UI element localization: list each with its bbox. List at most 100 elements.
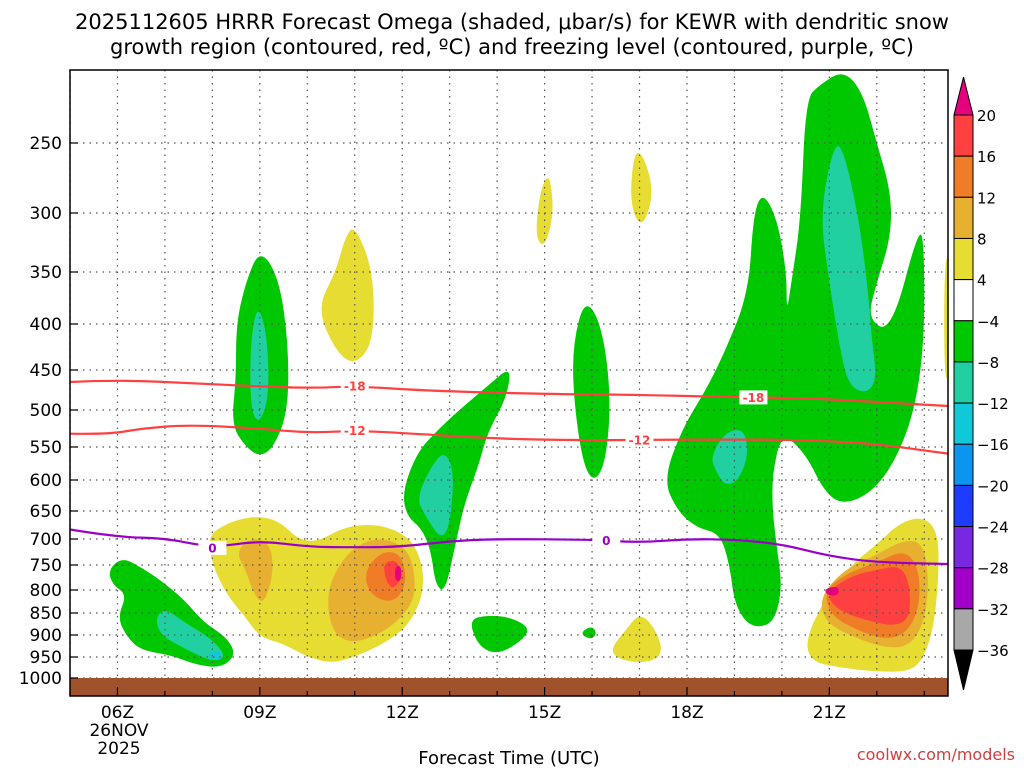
colorbar-swatch-2 — [953, 196, 974, 239]
y-tick-label-800: 800 — [30, 581, 62, 601]
omega-region-15 — [582, 627, 596, 639]
omega-region-20 — [667, 74, 925, 627]
colorbar-legend: 20 16 12 8 4 −4 −8 −12 −16 −20 −24 −28 −32 −36 — [953, 76, 1009, 691]
contour-label-bg-2 — [340, 423, 369, 438]
chart-title-line-1: 2025112605 HRRR Forecast Omega (shaded, … — [75, 10, 949, 34]
omega-region-3 — [403, 371, 510, 590]
y-tick-label-1000: 1000 — [19, 669, 62, 689]
contour-line-0 — [70, 379, 948, 408]
contour-label-4: 0 — [208, 541, 216, 555]
x-tick-label-18: 18Z — [670, 703, 703, 723]
colorbar-swatch-12 — [953, 608, 974, 651]
colorbar-swatch-4 — [953, 279, 974, 322]
plot-gridlines — [69, 70, 948, 696]
y-tick-label-400: 400 — [30, 315, 62, 335]
x-axis-label: Forecast Time (UTC) — [418, 748, 599, 768]
colorbar-swatch-5 — [953, 320, 974, 363]
x-tick-label-9: 09Z — [243, 703, 276, 723]
chart-title-line-2: growth region (contoured, red, ºC) and f… — [110, 35, 914, 59]
omega-region-14 — [471, 615, 528, 653]
x-axis-ticks: 06Z 09Z 12Z 15Z 18Z 21Z — [69, 687, 925, 723]
omega-region-10 — [395, 566, 402, 581]
date-label-day: 26NOV — [89, 721, 148, 741]
colorbar-swatch-7 — [953, 402, 974, 445]
colorbar-swatch-6 — [953, 361, 974, 404]
y-tick-label-950: 950 — [30, 648, 62, 668]
surface-terrain-band — [70, 678, 948, 696]
omega-shaded-regions — [109, 74, 948, 672]
y-tick-label-850: 850 — [30, 604, 62, 624]
colorbar-swatch-1 — [953, 155, 974, 198]
contour-label-1: -18 — [743, 391, 765, 405]
colorbar-label-6: −8 — [977, 354, 999, 372]
omega-region-2 — [321, 229, 374, 362]
credit-text: coolwx.com/models — [857, 745, 1015, 764]
colorbar-swatch-9 — [953, 484, 974, 528]
y-tick-label-750: 750 — [30, 556, 62, 576]
colorbar-swatch-11 — [953, 567, 974, 610]
colorbar-label-4: 4 — [977, 272, 987, 290]
x-tick-label-12: 12Z — [386, 703, 419, 723]
omega-region-21 — [712, 430, 748, 484]
y-tick-label-700: 700 — [30, 530, 62, 550]
colorbar-swatch-8 — [953, 443, 974, 486]
omega-region-19 — [573, 306, 610, 478]
date-label-year: 2025 — [97, 739, 140, 759]
colorbar-swatch-3 — [953, 237, 974, 281]
colorbar-label-1: 16 — [977, 148, 996, 166]
colorbar-label-5: −4 — [977, 313, 999, 331]
colorbar-label-9: −20 — [977, 477, 1009, 495]
contour-label-2: -12 — [344, 424, 366, 438]
colorbar-swatch-0 — [953, 114, 974, 157]
omega-region-28 — [944, 258, 948, 379]
y-tick-label-550: 550 — [30, 438, 62, 458]
omega-region-27 — [825, 587, 839, 596]
omega-region-1 — [250, 311, 269, 420]
colorbar-swatch-10 — [953, 526, 974, 569]
colorbar-label-0: 20 — [977, 107, 996, 125]
omega-region-16 — [536, 178, 553, 244]
y-tick-label-500: 500 — [30, 401, 62, 421]
y-tick-label-650: 650 — [30, 502, 62, 522]
temperature-contours: -18 -18 -12 -12 0 0 — [70, 379, 948, 566]
omega-region-4 — [419, 455, 453, 536]
omega-region-13 — [208, 651, 221, 660]
omega-region-22 — [822, 146, 876, 392]
y-axis-ticks: 2503003504004505005506006507007508008509… — [19, 134, 78, 689]
contour-label-5: 0 — [602, 534, 610, 548]
contour-label-3: -12 — [629, 433, 651, 447]
colorbar-label-10: −24 — [977, 519, 1009, 537]
omega-region-26 — [829, 567, 910, 625]
contour-label-bg-1 — [739, 390, 768, 405]
omega-region-6 — [238, 539, 273, 601]
plot-frame — [69, 69, 949, 697]
contour-line-1 — [70, 424, 948, 455]
omega-region-12 — [157, 611, 224, 661]
contour-label-bg-5 — [592, 533, 621, 548]
omega-region-18 — [612, 616, 661, 662]
colorbar-bottom-arrow — [953, 649, 974, 691]
colorbar-label-11: −28 — [977, 560, 1009, 578]
contour-label-bg-4 — [198, 540, 227, 555]
y-tick-label-300: 300 — [30, 204, 62, 224]
colorbar-label-3: 8 — [977, 230, 987, 248]
x-tick-label-21: 21Z — [813, 703, 846, 723]
contour-label-0: -18 — [344, 380, 366, 394]
contour-label-bg-0 — [340, 379, 369, 393]
contour-label-bg-3 — [625, 432, 654, 447]
colorbar-top-arrow — [953, 76, 974, 116]
colorbar-label-8: −16 — [977, 436, 1009, 454]
colorbar-label-12: −32 — [977, 601, 1009, 619]
y-tick-label-600: 600 — [30, 471, 62, 491]
colorbar-label-2: 12 — [977, 189, 996, 207]
x-tick-label-6: 06Z — [101, 703, 134, 723]
y-tick-label-250: 250 — [30, 134, 62, 154]
y-tick-label-350: 350 — [30, 263, 62, 283]
y-tick-label-900: 900 — [30, 626, 62, 646]
omega-region-17 — [631, 153, 652, 223]
y-tick-label-450: 450 — [30, 361, 62, 381]
colorbar-label-7: −12 — [977, 395, 1009, 413]
x-tick-label-15: 15Z — [528, 703, 561, 723]
colorbar-label-13: −36 — [977, 642, 1009, 660]
